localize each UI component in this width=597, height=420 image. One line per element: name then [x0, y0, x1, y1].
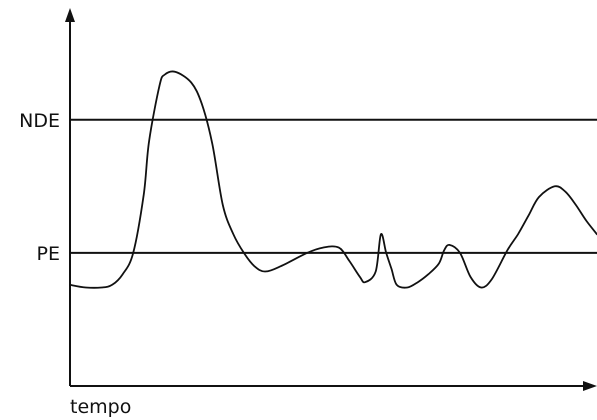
series-line — [69, 70, 597, 289]
x-axis-label: tempo — [70, 396, 131, 418]
y-axis-arrowhead — [65, 8, 75, 22]
series-group — [69, 70, 597, 289]
reference-label-pe: PE — [37, 243, 60, 265]
x-axis-arrowhead — [583, 381, 597, 391]
reference-label-nde: NDE — [19, 110, 60, 132]
reference-lines: NDE PE — [19, 110, 597, 265]
